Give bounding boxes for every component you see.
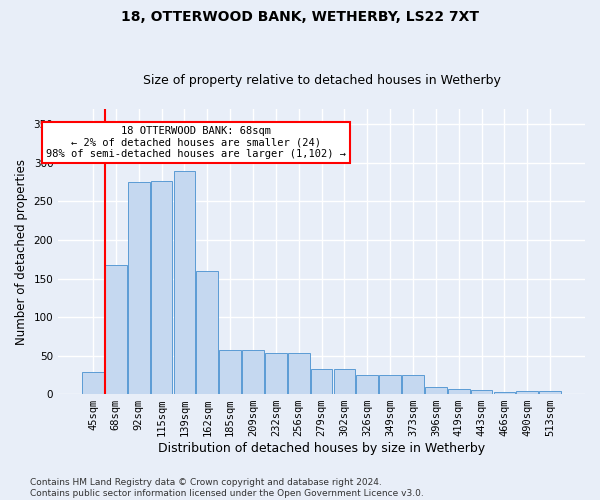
Bar (311, 368, 332, 394)
Bar (471, 390, 493, 394)
Y-axis label: Number of detached properties: Number of detached properties (15, 158, 28, 344)
Bar (539, 391, 561, 394)
Bar (425, 387, 447, 394)
Bar (105, 264, 127, 394)
Bar (494, 392, 515, 394)
Bar (173, 170, 195, 394)
Bar (242, 350, 264, 394)
Title: Size of property relative to detached houses in Wetherby: Size of property relative to detached ho… (143, 74, 500, 87)
Bar (151, 180, 172, 394)
Bar (219, 350, 241, 394)
Text: 18, OTTERWOOD BANK, WETHERBY, LS22 7XT: 18, OTTERWOOD BANK, WETHERBY, LS22 7XT (121, 10, 479, 24)
Bar (517, 391, 538, 394)
Bar (448, 390, 470, 394)
Bar (379, 375, 401, 394)
Bar (265, 353, 287, 394)
Bar (334, 368, 355, 394)
X-axis label: Distribution of detached houses by size in Wetherby: Distribution of detached houses by size … (158, 442, 485, 455)
Bar (356, 375, 378, 394)
Bar (82, 372, 104, 394)
Text: 18 OTTERWOOD BANK: 68sqm
← 2% of detached houses are smaller (24)
98% of semi-de: 18 OTTERWOOD BANK: 68sqm ← 2% of detache… (46, 126, 346, 159)
Bar (196, 271, 218, 394)
Bar (288, 353, 310, 394)
Bar (128, 182, 149, 394)
Text: Contains HM Land Registry data © Crown copyright and database right 2024.
Contai: Contains HM Land Registry data © Crown c… (30, 478, 424, 498)
Bar (402, 375, 424, 394)
